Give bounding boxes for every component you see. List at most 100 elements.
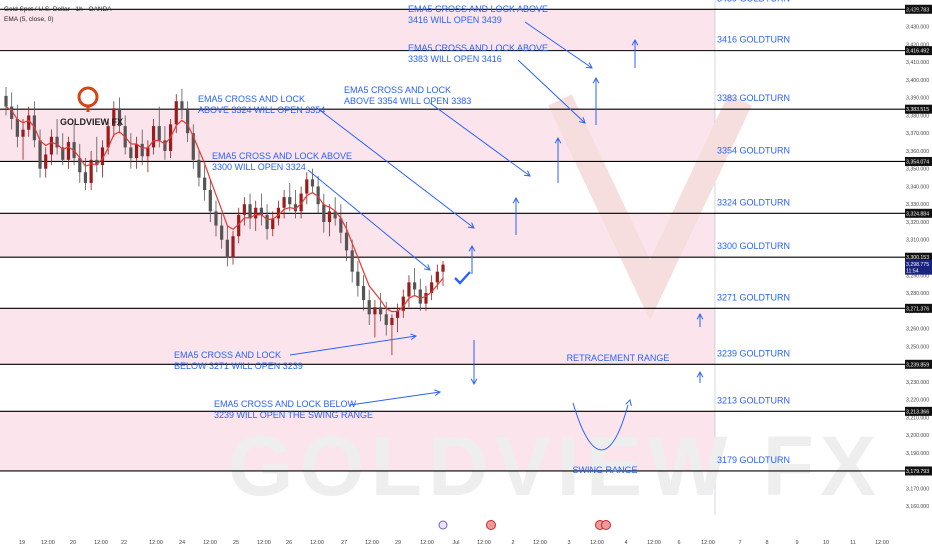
time-axis[interactable]: 19 12:00 20 12:00 22 12:00 24 12:00 25 12:00 26 12:… [0, 535, 905, 550]
candle[interactable] [276, 200, 281, 226]
time-tick-2: 20 [70, 540, 76, 546]
symbol-title[interactable]: Gold Spot / U.S. Dollar · 1h · OANDA [4, 6, 112, 13]
candle[interactable] [208, 179, 212, 222]
price-tick-2: 3,190.000 [906, 451, 929, 457]
candle[interactable] [424, 285, 428, 311]
diag-arrow-3416-head [585, 62, 593, 69]
candle[interactable] [151, 118, 156, 155]
candle[interactable] [390, 314, 394, 356]
checkmark-icon [454, 271, 471, 285]
candle[interactable] [180, 88, 184, 119]
candle[interactable] [197, 150, 201, 187]
time-tick-0: 19 [19, 540, 25, 546]
candle[interactable] [203, 165, 207, 201]
candle-body [157, 126, 161, 141]
candle[interactable] [316, 175, 320, 214]
down-arrow-3271-head [470, 378, 478, 386]
logo-g-icon [77, 86, 99, 108]
candle[interactable] [401, 289, 405, 318]
candle[interactable] [327, 204, 332, 237]
candle[interactable] [21, 118, 25, 160]
candle[interactable] [83, 158, 88, 191]
price-level-tag-text-3: 3,354.074 [906, 159, 929, 165]
candle[interactable] [220, 213, 224, 249]
indicator-label[interactable]: EMA (5, close, 0) [4, 16, 54, 23]
candle[interactable] [271, 211, 275, 237]
candle[interactable] [163, 126, 167, 160]
candle[interactable] [237, 207, 241, 244]
candle[interactable] [242, 197, 246, 226]
up-arrow-3271-head [696, 312, 704, 320]
candle[interactable] [413, 268, 417, 297]
candle-body [378, 307, 383, 315]
price-tick-5: 3,220.000 [906, 398, 929, 404]
candle[interactable] [78, 143, 82, 183]
candle[interactable] [214, 200, 218, 237]
time-tick-29: 10 [823, 540, 829, 546]
price-tick-16: 3,330.000 [906, 202, 929, 208]
candle[interactable] [248, 193, 252, 230]
candle[interactable] [129, 133, 133, 169]
candle[interactable] [361, 275, 366, 311]
candle-body [4, 95, 8, 107]
candle[interactable] [134, 136, 139, 169]
candle[interactable] [299, 186, 303, 219]
currency-label: USD [906, 6, 920, 13]
event-us-flag-icon[interactable] [486, 520, 496, 530]
event-us-flag-icon[interactable] [601, 520, 611, 530]
candle[interactable] [367, 289, 371, 325]
logo-text: GOLDVIEW FX [60, 117, 123, 127]
candle[interactable] [350, 239, 354, 283]
arrows-layer [289, 21, 704, 451]
candle[interactable] [373, 300, 377, 338]
candle[interactable] [407, 275, 411, 308]
candle[interactable] [322, 193, 326, 233]
candle[interactable] [378, 293, 383, 322]
time-tick-17: 12:00 [477, 540, 491, 546]
candle[interactable] [186, 101, 190, 143]
candle[interactable] [66, 136, 71, 169]
candle-body [242, 204, 246, 215]
candle[interactable] [356, 261, 360, 297]
candle[interactable] [55, 118, 59, 155]
price-axis[interactable]: 3,170.0003,180.0003,190.0003,200.0003,21… [905, 0, 932, 550]
candle[interactable] [395, 303, 400, 333]
candle-body [271, 218, 275, 230]
candle[interactable] [282, 190, 286, 219]
price-tick-11: 3,280.000 [906, 291, 929, 297]
candle[interactable] [441, 261, 445, 286]
candle-body [10, 106, 14, 119]
zone-band-0 [0, 9, 715, 51]
candle[interactable] [265, 204, 269, 240]
candle[interactable] [225, 225, 229, 267]
candle[interactable] [288, 182, 292, 212]
price-tick-0: 3,170.000 [906, 486, 929, 492]
candle[interactable] [254, 200, 258, 231]
candle[interactable] [4, 87, 8, 116]
candle[interactable] [339, 204, 343, 244]
candle[interactable] [418, 278, 422, 311]
candle[interactable] [117, 97, 122, 134]
candle[interactable] [38, 129, 42, 178]
candle[interactable] [15, 104, 19, 148]
candle-body [38, 140, 42, 169]
candle[interactable] [259, 193, 263, 226]
candle-body [430, 282, 434, 294]
candle-body [305, 179, 309, 194]
candle[interactable] [112, 101, 116, 137]
event-lightning-icon[interactable] [438, 520, 448, 530]
candle[interactable] [231, 230, 235, 265]
candle[interactable] [430, 275, 434, 301]
candle[interactable] [310, 168, 315, 194]
candle[interactable] [27, 106, 31, 137]
candle[interactable] [305, 172, 309, 205]
price-tick-26: 3,430.000 [906, 25, 929, 31]
candle[interactable] [49, 129, 54, 166]
candle[interactable] [146, 140, 150, 173]
candle[interactable] [89, 150, 93, 191]
candle[interactable] [44, 147, 48, 178]
candle[interactable] [191, 124, 195, 169]
candle[interactable] [95, 136, 99, 173]
candle[interactable] [293, 190, 298, 219]
